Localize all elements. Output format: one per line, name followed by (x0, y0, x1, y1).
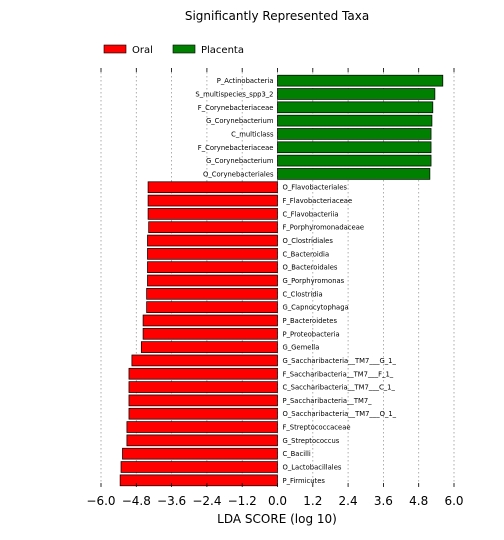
bar (147, 234, 278, 247)
x-tick-label: 2.4 (339, 494, 358, 508)
x-tick-label: −1.2 (228, 494, 257, 508)
bar-label: C_Saccharibacteria__TM7___C_1_ (283, 384, 396, 392)
bar (131, 354, 278, 367)
bar (142, 327, 278, 340)
chart-title: Significantly Represented Taxa (185, 9, 369, 23)
bar-label: P_Firmicutes (283, 477, 326, 485)
bar-label: F_Streptococcaceae (283, 424, 351, 432)
x-axis-label: LDA SCORE (log 10) (217, 512, 337, 526)
bar (128, 381, 278, 393)
bar (147, 248, 278, 260)
bar-label: G_Streptococcus (283, 437, 340, 445)
bar-label: F_Corynebacteriaceae (198, 104, 274, 112)
bar-label: G_Capnocytophaga (283, 304, 349, 312)
bar (146, 301, 278, 313)
bars (119, 74, 444, 487)
bar-label: F_Porphyromonadaceae (283, 224, 365, 232)
bar (119, 474, 278, 487)
bar (147, 181, 278, 194)
bar (128, 367, 278, 380)
bar-label: O_Corynebacteriales (203, 170, 274, 178)
bar (120, 461, 278, 473)
bar (148, 221, 278, 234)
legend-swatch-oral (103, 44, 127, 54)
bar (277, 74, 444, 87)
bar-label: G_Corynebacterium (206, 117, 274, 125)
bar-label: F_Corynebacteriaceae (198, 144, 274, 152)
x-tick-label: 6.0 (444, 494, 463, 508)
bar-label: C_multiclass (231, 130, 274, 138)
bar-label: G_Saccharibacteria__TM7___G_1_ (283, 357, 397, 365)
bar-label: G_Corynebacterium (206, 157, 274, 165)
bar-label: P_Actinobacteria (217, 77, 274, 85)
bar-label: C_Bacteroidia (283, 250, 330, 258)
legend: Oral Placenta (103, 44, 244, 56)
bar (277, 141, 432, 154)
legend-label-oral: Oral (132, 45, 153, 56)
bar-label: C_Clostridia (283, 290, 323, 298)
x-tick-label: −6.0 (86, 494, 115, 508)
bar (277, 154, 432, 167)
x-axis: −6.0 −4.8 −3.6 −2.4 −1.2 0.0 1.2 2.4 3.6 4.8 6.0 (86, 68, 464, 508)
bar (277, 128, 432, 140)
x-tick-label: 3.6 (374, 494, 393, 508)
bar-label: P_Bacteroidetes (283, 317, 338, 325)
bar (147, 261, 278, 273)
x-tick-label: −3.6 (157, 494, 186, 508)
bar-label: O_Saccharibacteria__TM7___O_1_ (283, 410, 397, 418)
bar (147, 274, 278, 287)
bar-label: P_Saccharibacteria__TM7_ (283, 397, 373, 405)
bar (142, 314, 278, 327)
x-tick-label: 1.2 (303, 494, 322, 508)
bar-label: F_Flavobacteriaceae (283, 197, 353, 205)
bar-label: O_Lactobacillales (283, 464, 342, 472)
bar-label: F_Saccharibacteria__TM7___F_1_ (283, 370, 394, 378)
bar (277, 114, 433, 127)
bar-label: O_Flavobacteriales (283, 184, 348, 192)
x-tick-label: 4.8 (409, 494, 428, 508)
bar (277, 168, 431, 180)
bar-label: P_Proteobacteria (283, 330, 340, 338)
x-tick-label: −4.8 (122, 494, 151, 508)
legend-label-placenta: Placenta (201, 45, 244, 56)
x-tick-label: −2.4 (192, 494, 221, 508)
bar (277, 88, 436, 100)
bar (147, 194, 278, 207)
bar (147, 208, 278, 220)
bar-label: C_Bacilli (283, 450, 311, 458)
bar-label: S_multispecies_spp3_2 (195, 90, 273, 98)
bar (128, 394, 278, 407)
bar-label: G_Porphyromonas (283, 277, 345, 285)
bar-label: C_Flavobacteriia (283, 210, 339, 218)
bar (126, 421, 278, 433)
bar-label: G_Gemella (283, 344, 320, 352)
bar (277, 101, 434, 114)
bar (122, 447, 278, 460)
bar (146, 288, 278, 300)
bar (140, 341, 278, 353)
legend-swatch-placenta (172, 44, 196, 54)
bar-label: O_Bacteroidales (283, 264, 338, 272)
x-tick-label: 0.0 (268, 494, 287, 508)
bar (128, 407, 278, 420)
bar-label: O_Clostridiales (283, 237, 334, 245)
bar (126, 434, 278, 447)
bar-labels: P_Actinobacteria S_multispecies_spp3_2 F_C… (195, 77, 396, 485)
